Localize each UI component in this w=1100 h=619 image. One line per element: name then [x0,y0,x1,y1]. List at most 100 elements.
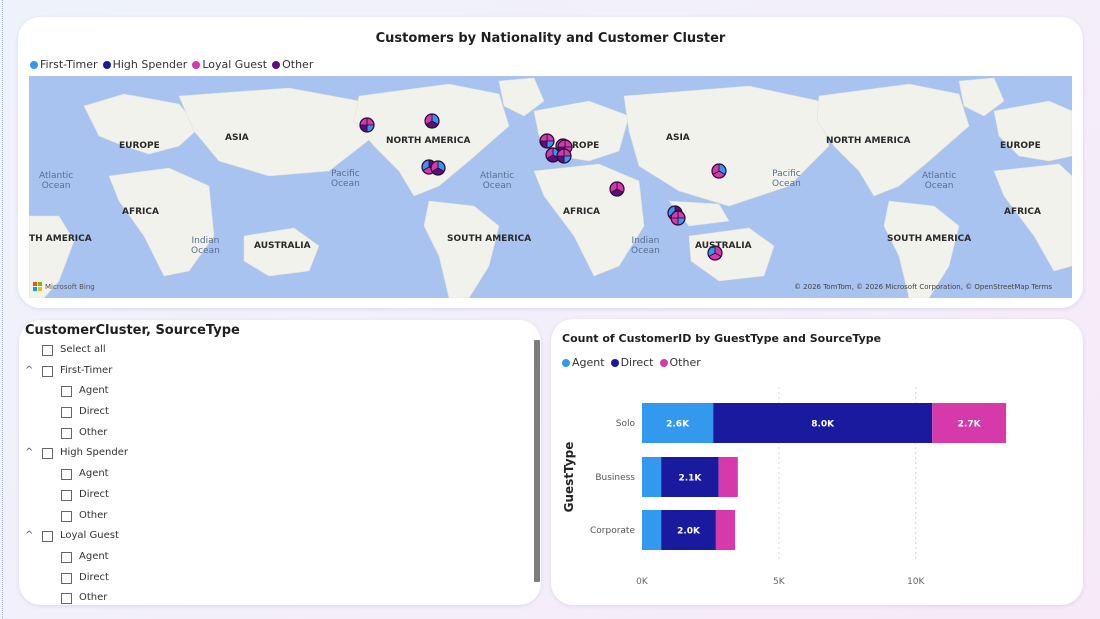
map-pie-marker[interactable] [711,163,727,179]
map-label: EUROPE [1000,141,1041,151]
checkbox[interactable] [42,531,53,543]
bar-segment-direct[interactable] [661,457,719,497]
landmass-samerica-left [29,215,75,298]
bar-segment-agent[interactable] [642,510,662,550]
legend-dot-icon [562,358,570,367]
map-pie-marker[interactable] [359,117,375,133]
slicer-item-label: Agent [79,468,109,480]
checkbox[interactable] [61,572,72,584]
legend-item[interactable]: Direct [610,356,654,369]
slicer-item[interactable]: Select all [19,342,529,363]
map-attribution[interactable]: © 2026 TomTom, © 2026 Microsoft Corporat… [793,283,1052,291]
chevron-up-icon[interactable]: ^ [25,447,34,459]
world-map[interactable]: EUROPE ASIA NORTH AMERICA AFRICA TH AMER… [29,76,1072,298]
legend-item[interactable]: Agent [562,356,605,369]
checkbox[interactable] [61,407,72,419]
map-pie-marker[interactable] [556,148,572,164]
legend-label: High Spender [112,58,188,71]
map-pie-marker[interactable] [707,245,723,261]
slicer-item-label: Loyal Guest [60,530,119,542]
map-pie-marker[interactable] [670,210,686,226]
map-pie-marker[interactable] [609,181,625,197]
chevron-up-icon[interactable]: ^ [25,364,34,376]
checkbox[interactable] [61,386,72,398]
legend-item[interactable]: High Spender [102,58,188,71]
slicer-subitem[interactable]: Other [19,425,529,446]
legend-item[interactable]: First-Timer [30,58,98,71]
category-label: Business [595,473,635,483]
bar-segment-other[interactable] [715,510,736,550]
checkbox[interactable] [61,551,72,563]
stacked-bar-chart[interactable]: 0K 5K 10K GuestType Solo 2.6K 8.0K 2.7K Business… [551,319,1083,605]
x-tick-label: 5K [773,577,786,587]
checkbox[interactable] [61,489,72,501]
landmass-africa-right [993,163,1072,272]
legend-label: Agent [572,356,605,369]
category-label: Solo [616,419,636,429]
data-label: 8.0K [811,420,835,430]
slicer-item-label: High Spender [60,447,128,459]
slicer-item-label: Direct [79,488,109,500]
checkbox[interactable] [42,448,53,460]
marker-outline [707,245,723,261]
slicer-subitem[interactable]: Direct [19,404,529,425]
slicer-subitem[interactable]: Agent [19,549,529,570]
bar-segment-direct[interactable] [713,403,933,443]
slicer-item[interactable]: ^ Loyal Guest [19,528,529,549]
marker-outline [539,133,555,149]
bar-chart-visual[interactable]: Count of CustomerID by GuestType and Sou… [551,319,1083,605]
legend-dot-icon [192,60,201,69]
legend-dot-icon [610,358,619,367]
slicer-item[interactable]: ^ High Spender [19,445,529,466]
checkbox[interactable] [42,365,53,377]
bar-segment-direct[interactable] [661,510,716,550]
landmass-namerica [353,83,510,197]
legend-item[interactable]: Other [272,58,313,71]
slicer-subitem[interactable]: Other [19,508,529,529]
slicer-subitem[interactable]: Direct [19,487,529,508]
legend-label: Direct [620,356,654,369]
legend-item[interactable]: Other [659,356,701,369]
data-label: 2.6K [666,420,690,430]
legend-item[interactable]: Loyal Guest [192,58,267,71]
slicer-item-label: Direct [79,406,109,418]
ocean-label: Indian Ocean [191,236,220,256]
legend-label: First-Timer [40,58,98,71]
bar-segment-agent[interactable] [642,403,714,443]
checkbox[interactable] [61,593,72,605]
marker-outline [609,181,625,197]
slicer-subitem[interactable]: Direct [19,570,529,591]
slicer-list[interactable]: Select all ^ First-Timer Agent Direct Other ^ H… [19,342,529,605]
data-label: 2.0K [677,527,701,537]
slicer-subitem[interactable]: Agent [19,383,529,404]
data-label: 2.7K [958,420,982,430]
map-provider: Microsoft Bing [45,282,95,291]
marker-outline [430,160,446,176]
map-label: ASIA [666,133,690,143]
checkbox[interactable] [61,469,72,481]
slicer-subitem[interactable]: Other [19,590,529,605]
landmass-europe-left [83,93,200,155]
map-pie-marker[interactable] [430,160,446,176]
chevron-up-icon[interactable]: ^ [25,530,34,542]
checkbox[interactable] [61,510,72,522]
bar-segment-other[interactable] [932,403,1007,443]
marker-outline [556,148,572,164]
checkbox[interactable] [42,345,53,356]
map-pie-marker[interactable] [424,113,440,129]
map-label: ROPE [572,141,600,151]
slicer-visual[interactable]: CustomerCluster, SourceType Select all ^ F… [19,320,541,605]
map-marker-layer[interactable] [29,76,1072,298]
left-guide-rule [2,0,3,619]
slicer-subitem[interactable]: Agent [19,466,529,487]
legend-label: Loyal Guest [202,58,268,71]
map-visual[interactable]: Customers by Nationality and Customer Cl… [18,17,1083,308]
map-label: SOUTH AMERICA [887,234,972,244]
slicer-scrollbar[interactable] [534,340,540,582]
map-pie-marker[interactable] [539,133,555,149]
bing-logo: Microsoft Bing [33,282,95,291]
bar-segment-agent[interactable] [642,457,662,497]
slicer-item[interactable]: ^ First-Timer [19,363,529,384]
checkbox[interactable] [61,427,72,439]
bar-segment-other[interactable] [718,457,738,497]
